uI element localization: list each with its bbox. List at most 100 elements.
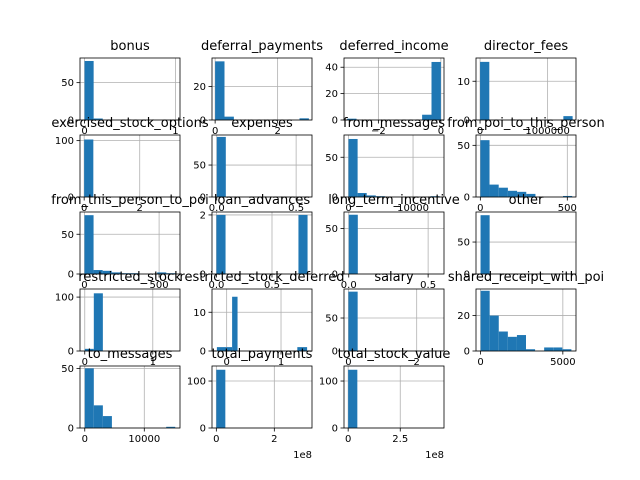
bar — [157, 272, 167, 274]
y-tick-label: 100 — [187, 377, 206, 388]
bar — [544, 347, 554, 351]
x-tick-label: 0.0 — [208, 280, 224, 291]
x-tick-label: 5000 — [550, 357, 575, 368]
y-tick-label: 0 — [68, 270, 74, 281]
bars — [215, 61, 309, 120]
bar — [216, 369, 226, 428]
x-tick-label: 0 — [213, 434, 219, 445]
subplot-other: 0 50 other — [457, 193, 577, 281]
x-tick-label: 0 — [345, 357, 351, 368]
bar — [526, 349, 536, 351]
grid — [212, 289, 312, 352]
bars — [348, 214, 358, 274]
bars — [216, 369, 226, 428]
axes-frame — [475, 57, 577, 121]
x-tick-label: 0.5 — [264, 280, 280, 291]
subplot-title: from_this_person_to_poi — [51, 193, 208, 208]
x-tick-label: 0 — [477, 126, 483, 137]
bar — [489, 315, 499, 351]
bar — [348, 291, 358, 351]
x-tick-label: 0 — [82, 357, 88, 368]
bars — [216, 296, 308, 351]
bars — [480, 215, 490, 274]
axes-frame — [343, 57, 445, 121]
grid — [80, 135, 180, 198]
grid — [212, 135, 312, 198]
bar — [84, 60, 94, 120]
x-tick-label: 0 — [345, 434, 351, 445]
axes-frame — [475, 288, 577, 352]
grid — [344, 289, 444, 352]
bar — [431, 61, 441, 120]
bar — [84, 215, 94, 274]
bars — [348, 291, 358, 351]
y-tick-label: 0 — [332, 347, 338, 358]
y-tick-label: 0 — [200, 424, 206, 435]
x-tick-label: 10000 — [397, 203, 429, 214]
bar — [507, 190, 518, 197]
x-tick-label: 2 — [137, 203, 143, 214]
y-tick-label: 50 — [457, 238, 470, 249]
y-tick-label: 10 — [457, 77, 470, 88]
subplot-title: salary — [374, 270, 414, 285]
bar — [480, 290, 490, 351]
bars — [216, 136, 226, 197]
bar — [357, 193, 367, 197]
y-tick-label: 0 — [464, 347, 470, 358]
grid — [80, 212, 180, 275]
axes-frame — [79, 57, 181, 121]
subplot-salary: 0 2 0 50 salary — [325, 270, 445, 368]
axes-frame — [211, 288, 313, 352]
bar — [422, 114, 432, 120]
y-tick-label: 0 — [200, 270, 206, 281]
x-tick-label: 2 — [414, 357, 420, 368]
bar — [498, 331, 508, 351]
x-tick-label: 1 — [150, 357, 156, 368]
x-tick-label: 500 — [150, 280, 169, 291]
subplot-title: deferred_income — [339, 39, 448, 54]
x-tick-label: 2 — [274, 126, 280, 137]
subplot-from-poi-to-this-person: 0 500 0 50 from_poi_to_this_person — [447, 116, 604, 214]
y-tick-label: 2 — [200, 210, 206, 221]
x-tick-label: 10000 — [128, 434, 160, 445]
bar — [102, 416, 112, 428]
x-tick-label: 0 — [212, 126, 218, 137]
bar — [348, 138, 358, 197]
y-tick-label: 0 — [332, 424, 338, 435]
x-tick-label: 0 — [477, 357, 483, 368]
grid — [212, 366, 312, 429]
axes-frame — [475, 211, 577, 275]
y-tick-label: 100 — [55, 136, 74, 147]
bar — [517, 191, 527, 197]
subplot-title: other — [509, 193, 544, 208]
x-tick-label: 2 — [271, 434, 277, 445]
y-tick-label: 20 — [325, 89, 338, 100]
axes-frame — [343, 288, 445, 352]
subplot-to-messages: 0 10000 0 50 to_messages — [61, 347, 181, 445]
bar — [216, 347, 227, 351]
y-tick-label: 50 — [193, 161, 206, 172]
subplot-title: expenses — [231, 116, 293, 131]
subplot-title: deferral_payments — [201, 39, 323, 54]
bar — [366, 195, 376, 197]
bars — [84, 293, 103, 351]
x-tick-label: 0 — [81, 203, 87, 214]
grid — [80, 58, 180, 121]
bar — [93, 118, 103, 120]
y-tick-label: 50 — [457, 141, 470, 152]
bar — [216, 136, 226, 197]
bar — [84, 348, 94, 351]
bar — [489, 184, 499, 197]
bars — [84, 139, 94, 197]
grid — [212, 58, 312, 121]
y-tick-label: 0 — [200, 116, 206, 127]
subplot-title: bonus — [110, 39, 150, 54]
subplot-title: restricted_stock_deferred — [179, 270, 344, 285]
bars — [216, 214, 308, 274]
x-tick-label: 0 — [82, 434, 88, 445]
bar — [526, 193, 536, 197]
bar — [480, 215, 490, 274]
bar — [93, 270, 103, 274]
x-tick-label: 0 — [81, 126, 87, 137]
